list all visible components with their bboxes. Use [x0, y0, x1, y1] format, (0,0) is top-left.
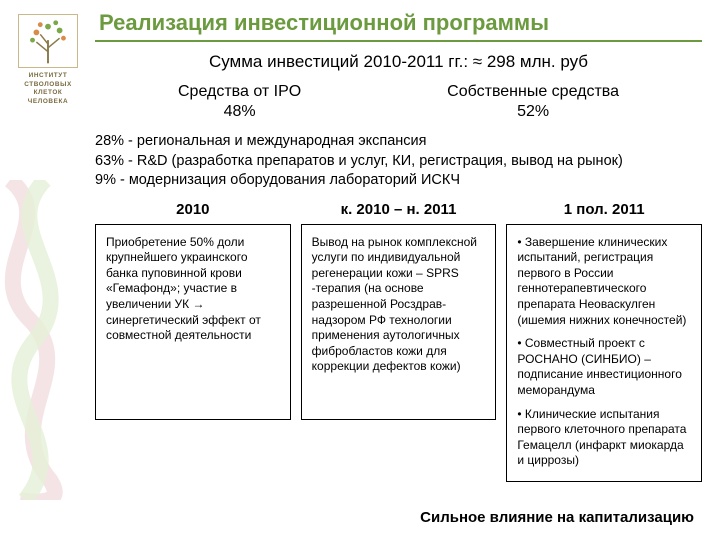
- footer-note: Сильное влияние на капитализацию: [420, 509, 694, 526]
- title-rule: [95, 40, 702, 42]
- col-box-h12011: • Завершение клинических испытаний, реги…: [506, 224, 702, 482]
- alloc-line-3: 9% - модернизация оборудования лаборатор…: [95, 171, 702, 191]
- fund-ipo-pct: 48%: [178, 102, 301, 122]
- timeline-col-late2010: к. 2010 – н. 2011 Вывод на рынок комплек…: [301, 201, 497, 482]
- investment-sum: Сумма инвестиций 2010-2011 гг.: ≈ 298 мл…: [95, 52, 702, 72]
- org-name: ИНСТИТУТ СТВОЛОВЫХ КЛЕТОК ЧЕЛОВЕКА: [8, 72, 88, 107]
- col-head-h12011: 1 пол. 2011: [506, 201, 702, 218]
- col-h12011-p2: • Совместный проект с РОСНАНО (СИНБИО) –…: [517, 336, 691, 398]
- fund-own-pct: 52%: [447, 102, 619, 122]
- col-late2010-body: Вывод на рынок комплексной услуги по инд…: [312, 235, 486, 375]
- col-head-late2010: к. 2010 – н. 2011: [301, 201, 497, 218]
- timeline: 2010 Приобретение 50% доли крупнейшего у…: [95, 201, 702, 482]
- col-h12011-p1: • Завершение клинических испытаний, реги…: [517, 235, 691, 329]
- org-logo: ИНСТИТУТ СТВОЛОВЫХ КЛЕТОК ЧЕЛОВЕКА: [8, 14, 88, 107]
- fund-ipo: Средства от IPO 48%: [178, 82, 301, 122]
- dna-decoration: [0, 180, 100, 500]
- col-box-2010: Приобретение 50% доли крупнейшего украин…: [95, 224, 291, 420]
- allocation-breakdown: 28% - региональная и международная экспа…: [95, 132, 702, 191]
- timeline-col-h12011: 1 пол. 2011 • Завершение клинических исп…: [506, 201, 702, 482]
- fund-own: Собственные средства 52%: [447, 82, 619, 122]
- fund-own-label: Собственные средства: [447, 82, 619, 102]
- col-h12011-p3: • Клинические испытания первого клеточно…: [517, 407, 691, 469]
- funding-sources: Средства от IPO 48% Собственные средства…: [105, 82, 692, 122]
- col-head-2010: 2010: [95, 201, 291, 218]
- page-title: Реализация инвестиционной программы: [95, 6, 702, 40]
- alloc-line-2: 63% - R&D (разработка препаратов и услуг…: [95, 152, 702, 172]
- alloc-line-1: 28% - региональная и международная экспа…: [95, 132, 702, 152]
- timeline-col-2010: 2010 Приобретение 50% доли крупнейшего у…: [95, 201, 291, 482]
- fund-ipo-label: Средства от IPO: [178, 82, 301, 102]
- logo-tree-icon: [18, 14, 78, 68]
- col-2010-body: Приобретение 50% доли крупнейшего украин…: [106, 235, 280, 344]
- col-box-late2010: Вывод на рынок комплексной услуги по инд…: [301, 224, 497, 420]
